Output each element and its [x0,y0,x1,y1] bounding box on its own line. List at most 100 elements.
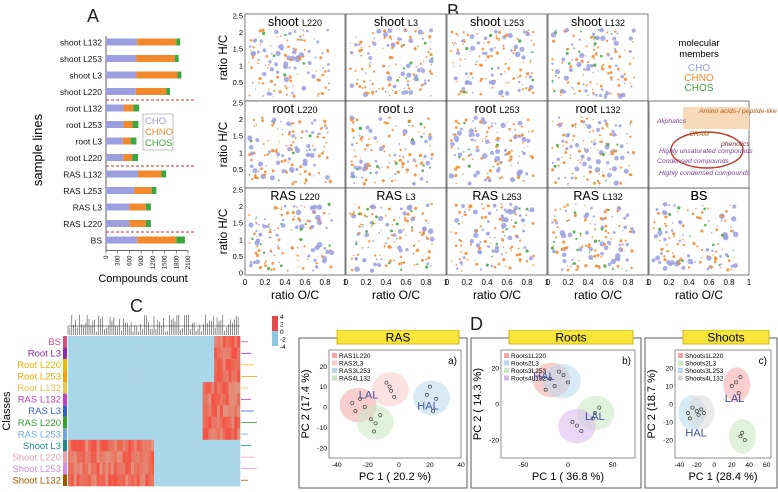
a-bar-chos [145,203,151,211]
b-scatter-point [317,154,321,158]
b-scatter-point [386,166,389,169]
b-scatter-point [562,144,565,147]
b-scatter-point [350,174,355,179]
b-scatter-point [630,249,634,253]
b-scatter-point [423,126,426,129]
c-heatmap-cell [105,474,109,487]
b-scatter-point [509,155,513,159]
c-heatmap-cell [188,336,192,348]
b-scatter-point [603,245,609,251]
d-sample-point [557,369,561,374]
c-row-label: Root L132 [17,383,61,394]
c-heatmap-cell [102,359,106,371]
b-scatter-point [490,242,492,244]
b-scatter-point [731,216,737,222]
c-heatmap-cell [82,462,86,475]
b-scatter-point [349,117,353,122]
d-legend-label: Shoots3L253 [685,368,724,375]
c-heatmap-cell [79,382,83,394]
c-heatmap-cell [228,359,232,371]
c-heatmap-cell [217,370,221,383]
c-heatmap-cell [222,336,226,348]
b-scatter-point [672,252,674,254]
b-scatter-point [376,140,379,143]
c-row-label: Shoot L253 [12,464,61,475]
b-scatter-point [410,226,414,229]
b-scatter-point [295,181,298,184]
c-heatmap-cell [111,474,115,487]
b-scatter-point [291,121,295,125]
b-scatter-point [569,145,573,149]
b-scatter-point [259,44,261,46]
b-scatter-point [479,63,483,67]
c-heatmap-cell [125,439,129,452]
b-scatter-point [668,203,671,207]
b-scatter-point [653,221,656,224]
c-heatmap-cell [219,370,224,383]
b-x-tick-label: 0 [344,278,349,287]
b-scatter-point [387,28,393,34]
b-scatter-point [430,153,434,157]
b-scatter-point [425,180,429,184]
d-legend-label: Shoots4L132 [685,376,724,383]
b-scatter-point [632,57,635,59]
c-heatmap-cell [70,405,75,418]
b-scatter-point [410,139,416,145]
b-scatter-point [618,243,622,247]
b-scatter-point [269,175,275,181]
b-scatter-point [507,81,510,84]
c-heatmap-cell [151,393,155,406]
b-scatter-point [456,80,458,83]
b-scatter-point [361,86,364,90]
b-scatter-point [321,151,324,155]
b-scatter-point [288,75,292,79]
b-scatter-point [518,74,522,78]
b-scatter-point [563,75,569,81]
c-heatmap-cell [116,405,120,418]
b-scatter-point [285,171,289,174]
b-scatter-point [317,171,321,175]
b-scatter-point [376,262,382,268]
c-heatmap-cell [185,474,189,487]
d-y-tick-label: -20 [317,445,327,452]
b-scatter-point [326,63,330,66]
b-scatter-point [494,122,497,125]
b-scatter-point [606,240,612,245]
b-scatter-point [455,32,458,36]
b-scatter-point [412,216,415,219]
b-scatter-point [628,165,630,167]
b-scatter-point [427,79,430,82]
b-scatter-point [321,73,325,77]
b-scatter-point [387,122,390,125]
b-scatter-point [582,83,585,86]
b-scatter-point [528,210,530,212]
b-scatter-point [383,29,387,33]
c-heatmap-cell [188,382,192,394]
b-scatter-point [378,146,384,152]
d-sample-point [378,413,383,418]
c-heatmap-cell [93,393,97,406]
a-bar-cho [106,55,137,62]
c-heatmap-cell [148,347,152,360]
b-scatter-point [261,119,265,123]
b-scatter-point [391,90,394,92]
b-scatter-point [354,256,359,261]
c-heatmap-cell [116,370,120,383]
c-heatmap-cell [122,359,126,371]
b-scatter-point [368,56,373,61]
c-heatmap-cell [208,439,212,452]
d-group-annotation: LAL [585,411,605,423]
b-scatter-point [279,264,283,268]
b-scatter-point [273,89,276,92]
c-heatmap-cell [128,347,132,360]
b-scatter-point [469,50,472,52]
b-scatter-point [328,88,331,91]
c-heatmap-cell [108,370,112,383]
b-scatter-point [301,130,304,134]
c-heatmap-cell [202,393,206,406]
b-scatter-point [375,90,378,93]
b-scatter-point [369,79,372,82]
c-heatmap-cell [228,347,232,360]
b-scatter-point [725,210,728,213]
b-scatter-point [519,46,525,52]
